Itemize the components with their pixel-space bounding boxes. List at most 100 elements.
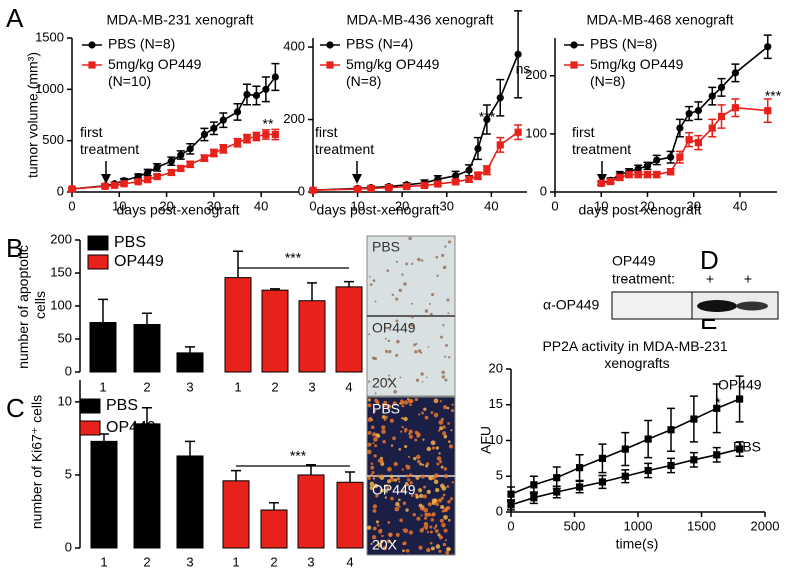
stain-dot <box>425 525 429 529</box>
data-point <box>643 170 652 179</box>
data-point <box>713 404 721 412</box>
stain-dot <box>412 512 416 517</box>
bar <box>89 322 117 373</box>
stain-dot <box>403 427 408 432</box>
stain-dot <box>372 526 377 531</box>
stain-dot <box>402 549 405 553</box>
stain-dot <box>404 430 407 433</box>
stain-dot <box>377 524 380 527</box>
stain-dot <box>442 493 446 497</box>
stain-dot <box>375 520 379 524</box>
y-tick-label: 50 <box>58 330 72 345</box>
stain-dot <box>429 312 433 316</box>
stain-dot <box>426 530 430 534</box>
legend-marker <box>570 41 578 49</box>
data-point <box>507 501 515 509</box>
bar <box>176 352 204 373</box>
stain-dot <box>393 389 397 394</box>
image-label: PBS <box>372 401 400 417</box>
stain-dot <box>414 397 419 402</box>
stain-dot <box>442 431 447 436</box>
y-tick-label: 400 <box>283 38 305 53</box>
stain-dot <box>408 530 414 535</box>
stain-dot <box>422 438 425 441</box>
bar <box>297 474 325 549</box>
image-label: OP449 <box>372 482 416 498</box>
data-point <box>606 177 615 186</box>
data-point <box>210 149 218 157</box>
x-tick-label: 0 <box>68 198 75 213</box>
stain-dot <box>435 446 439 450</box>
stain-dot <box>381 425 386 430</box>
stain-dot <box>389 474 394 479</box>
y-axis-label: number of Ki67⁺ cells <box>29 395 45 529</box>
stain-dot <box>431 498 437 504</box>
data-point <box>667 168 675 176</box>
stain-dot <box>434 529 439 533</box>
stain-dot <box>367 417 373 422</box>
stain-dot <box>420 372 424 376</box>
stain-dot <box>439 426 444 431</box>
stain-dot <box>433 527 436 530</box>
stain-dot <box>394 506 400 512</box>
y-tick-label: 0 <box>298 183 305 198</box>
stain-dot <box>426 446 432 452</box>
blot-antibody: α-OP449 <box>543 297 600 313</box>
stain-dot <box>444 539 447 542</box>
chart-title: MDA-MB-231 xenograft <box>106 12 253 28</box>
stain-dot <box>398 480 401 483</box>
stain-dot <box>392 436 396 441</box>
legend-swatch <box>79 420 101 436</box>
data-point <box>452 172 460 180</box>
stain-dot <box>372 279 376 283</box>
bar <box>335 286 363 373</box>
error-bar <box>185 440 195 456</box>
stain-dot <box>405 465 411 470</box>
stain-dot <box>399 402 402 405</box>
x-tick-label: 10 <box>112 198 126 213</box>
stain-dot <box>446 505 451 510</box>
bar <box>90 440 118 549</box>
x-tick-label: 40 <box>254 198 268 213</box>
data-point <box>598 478 607 486</box>
blot-label: OP449 <box>612 253 656 269</box>
stain-dot <box>426 547 431 553</box>
data-point <box>634 165 642 173</box>
stain-dot <box>434 399 437 402</box>
stain-dot <box>386 487 390 490</box>
x-tick-label: 4 <box>345 379 352 394</box>
stain-dot <box>443 514 448 520</box>
stain-dot <box>438 535 443 540</box>
stain-dot <box>372 432 377 437</box>
stain-dot <box>448 444 454 449</box>
stain-dot <box>370 462 374 465</box>
stain-dot <box>439 400 442 403</box>
annotation: * <box>715 395 721 411</box>
stain-dot <box>405 474 409 478</box>
stain-dot <box>408 236 412 241</box>
y-tick-label: 100 <box>525 125 547 140</box>
stain-dot <box>429 525 433 529</box>
stain-dot <box>401 425 404 429</box>
stain-dot <box>440 496 445 500</box>
bar <box>222 480 250 549</box>
stain-dot <box>437 533 441 537</box>
stain-dot <box>367 380 371 383</box>
stain-dot <box>447 518 451 522</box>
stain-dot <box>374 444 378 448</box>
stain-dot <box>434 473 439 478</box>
legend-label: 5mg/kg OP449 (N=10) <box>108 56 205 89</box>
stain-dot <box>409 481 413 485</box>
stain-dot <box>440 465 444 469</box>
x-tick-label: 1 <box>234 379 241 394</box>
stain-dot <box>425 376 428 379</box>
annotation: ** <box>263 116 274 132</box>
y-tick-label: 1500 <box>35 29 64 44</box>
stain-dot <box>418 493 424 499</box>
data-point <box>210 124 218 132</box>
stain-dot <box>441 375 445 379</box>
stain-dot <box>424 512 429 517</box>
y-tick-label: 200 <box>50 231 72 246</box>
stain-dot <box>411 324 415 327</box>
stain-dot <box>430 440 436 446</box>
